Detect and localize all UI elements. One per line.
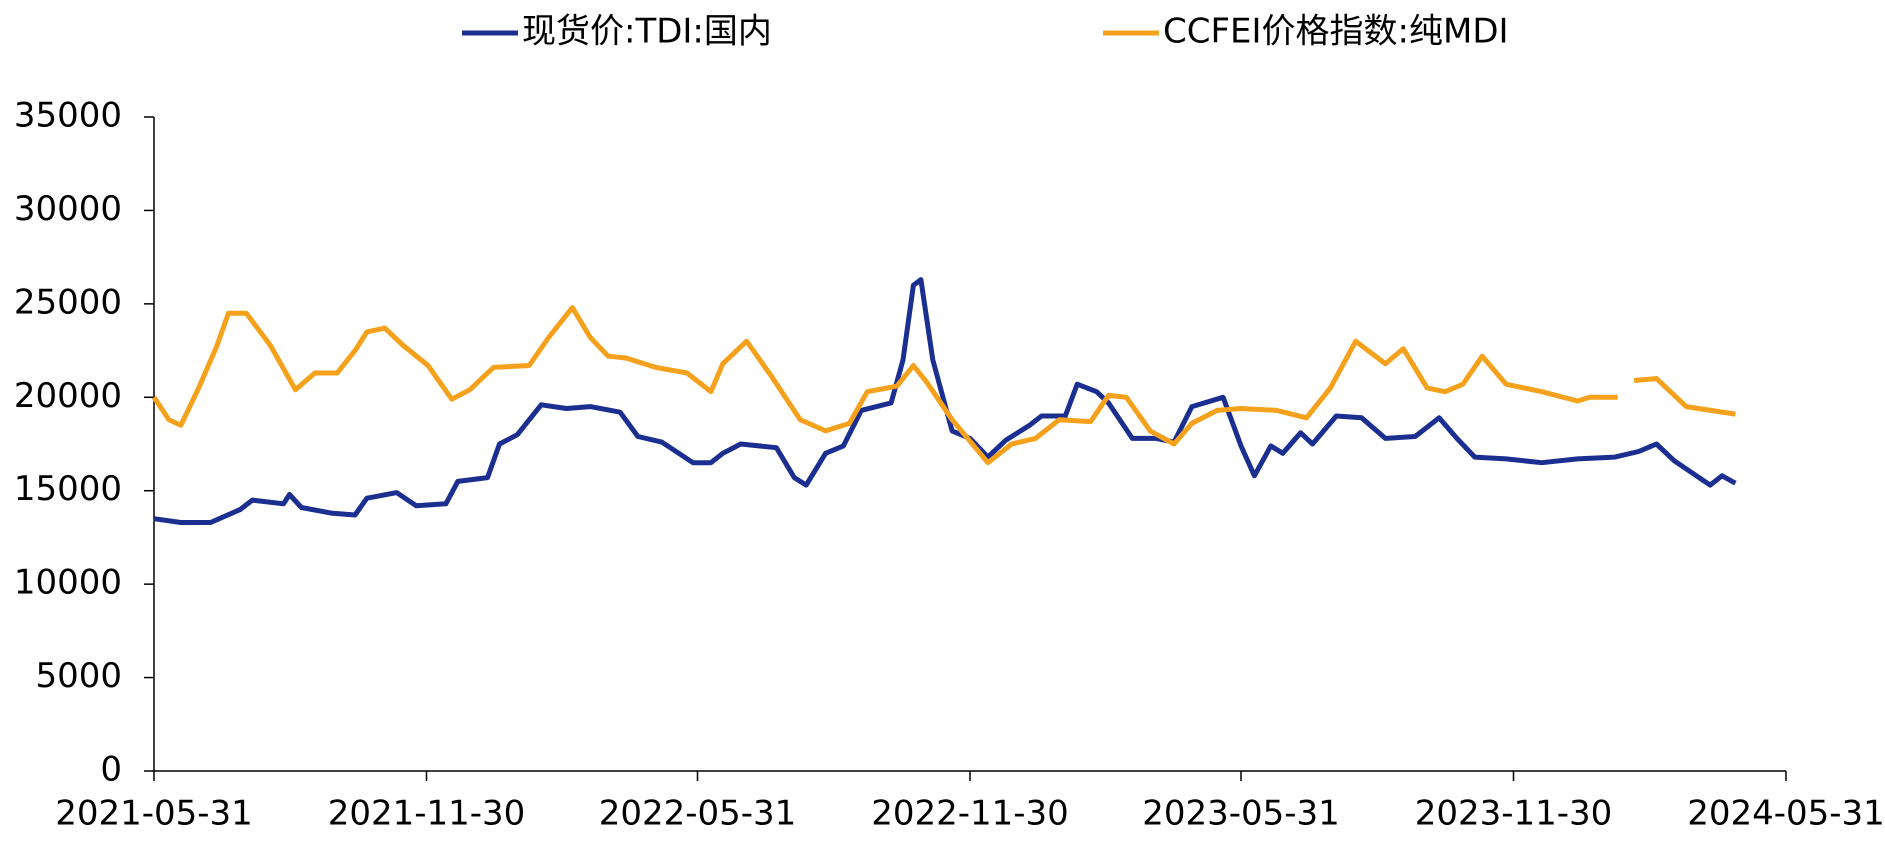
y-tick-label: 25000 — [14, 282, 122, 322]
y-tick-label: 10000 — [14, 563, 122, 603]
x-tick-label: 2023-05-31 — [1142, 794, 1340, 834]
legend-label: CCFEI价格指数:纯MDI — [1163, 12, 1509, 52]
y-tick-label: 35000 — [14, 96, 122, 136]
x-tick-label: 2024-05-31 — [1687, 794, 1885, 834]
y-tick-label: 15000 — [14, 469, 122, 509]
legend-label: 现货价:TDI:国内 — [522, 12, 772, 52]
x-tick-label: 2022-11-30 — [871, 794, 1069, 834]
x-tick-label: 2022-05-31 — [599, 794, 797, 834]
x-tick-label: 2023-11-30 — [1415, 794, 1613, 834]
y-tick-label: 5000 — [35, 656, 122, 696]
series-line — [153, 277, 1737, 525]
y-tick-label: 20000 — [14, 376, 122, 416]
x-tick-label: 2021-11-30 — [328, 794, 526, 834]
series-line — [151, 305, 1736, 466]
x-tick-label: 2021-05-31 — [55, 794, 253, 834]
y-tick-label: 30000 — [14, 189, 122, 229]
y-tick-label: 0 — [100, 750, 122, 790]
